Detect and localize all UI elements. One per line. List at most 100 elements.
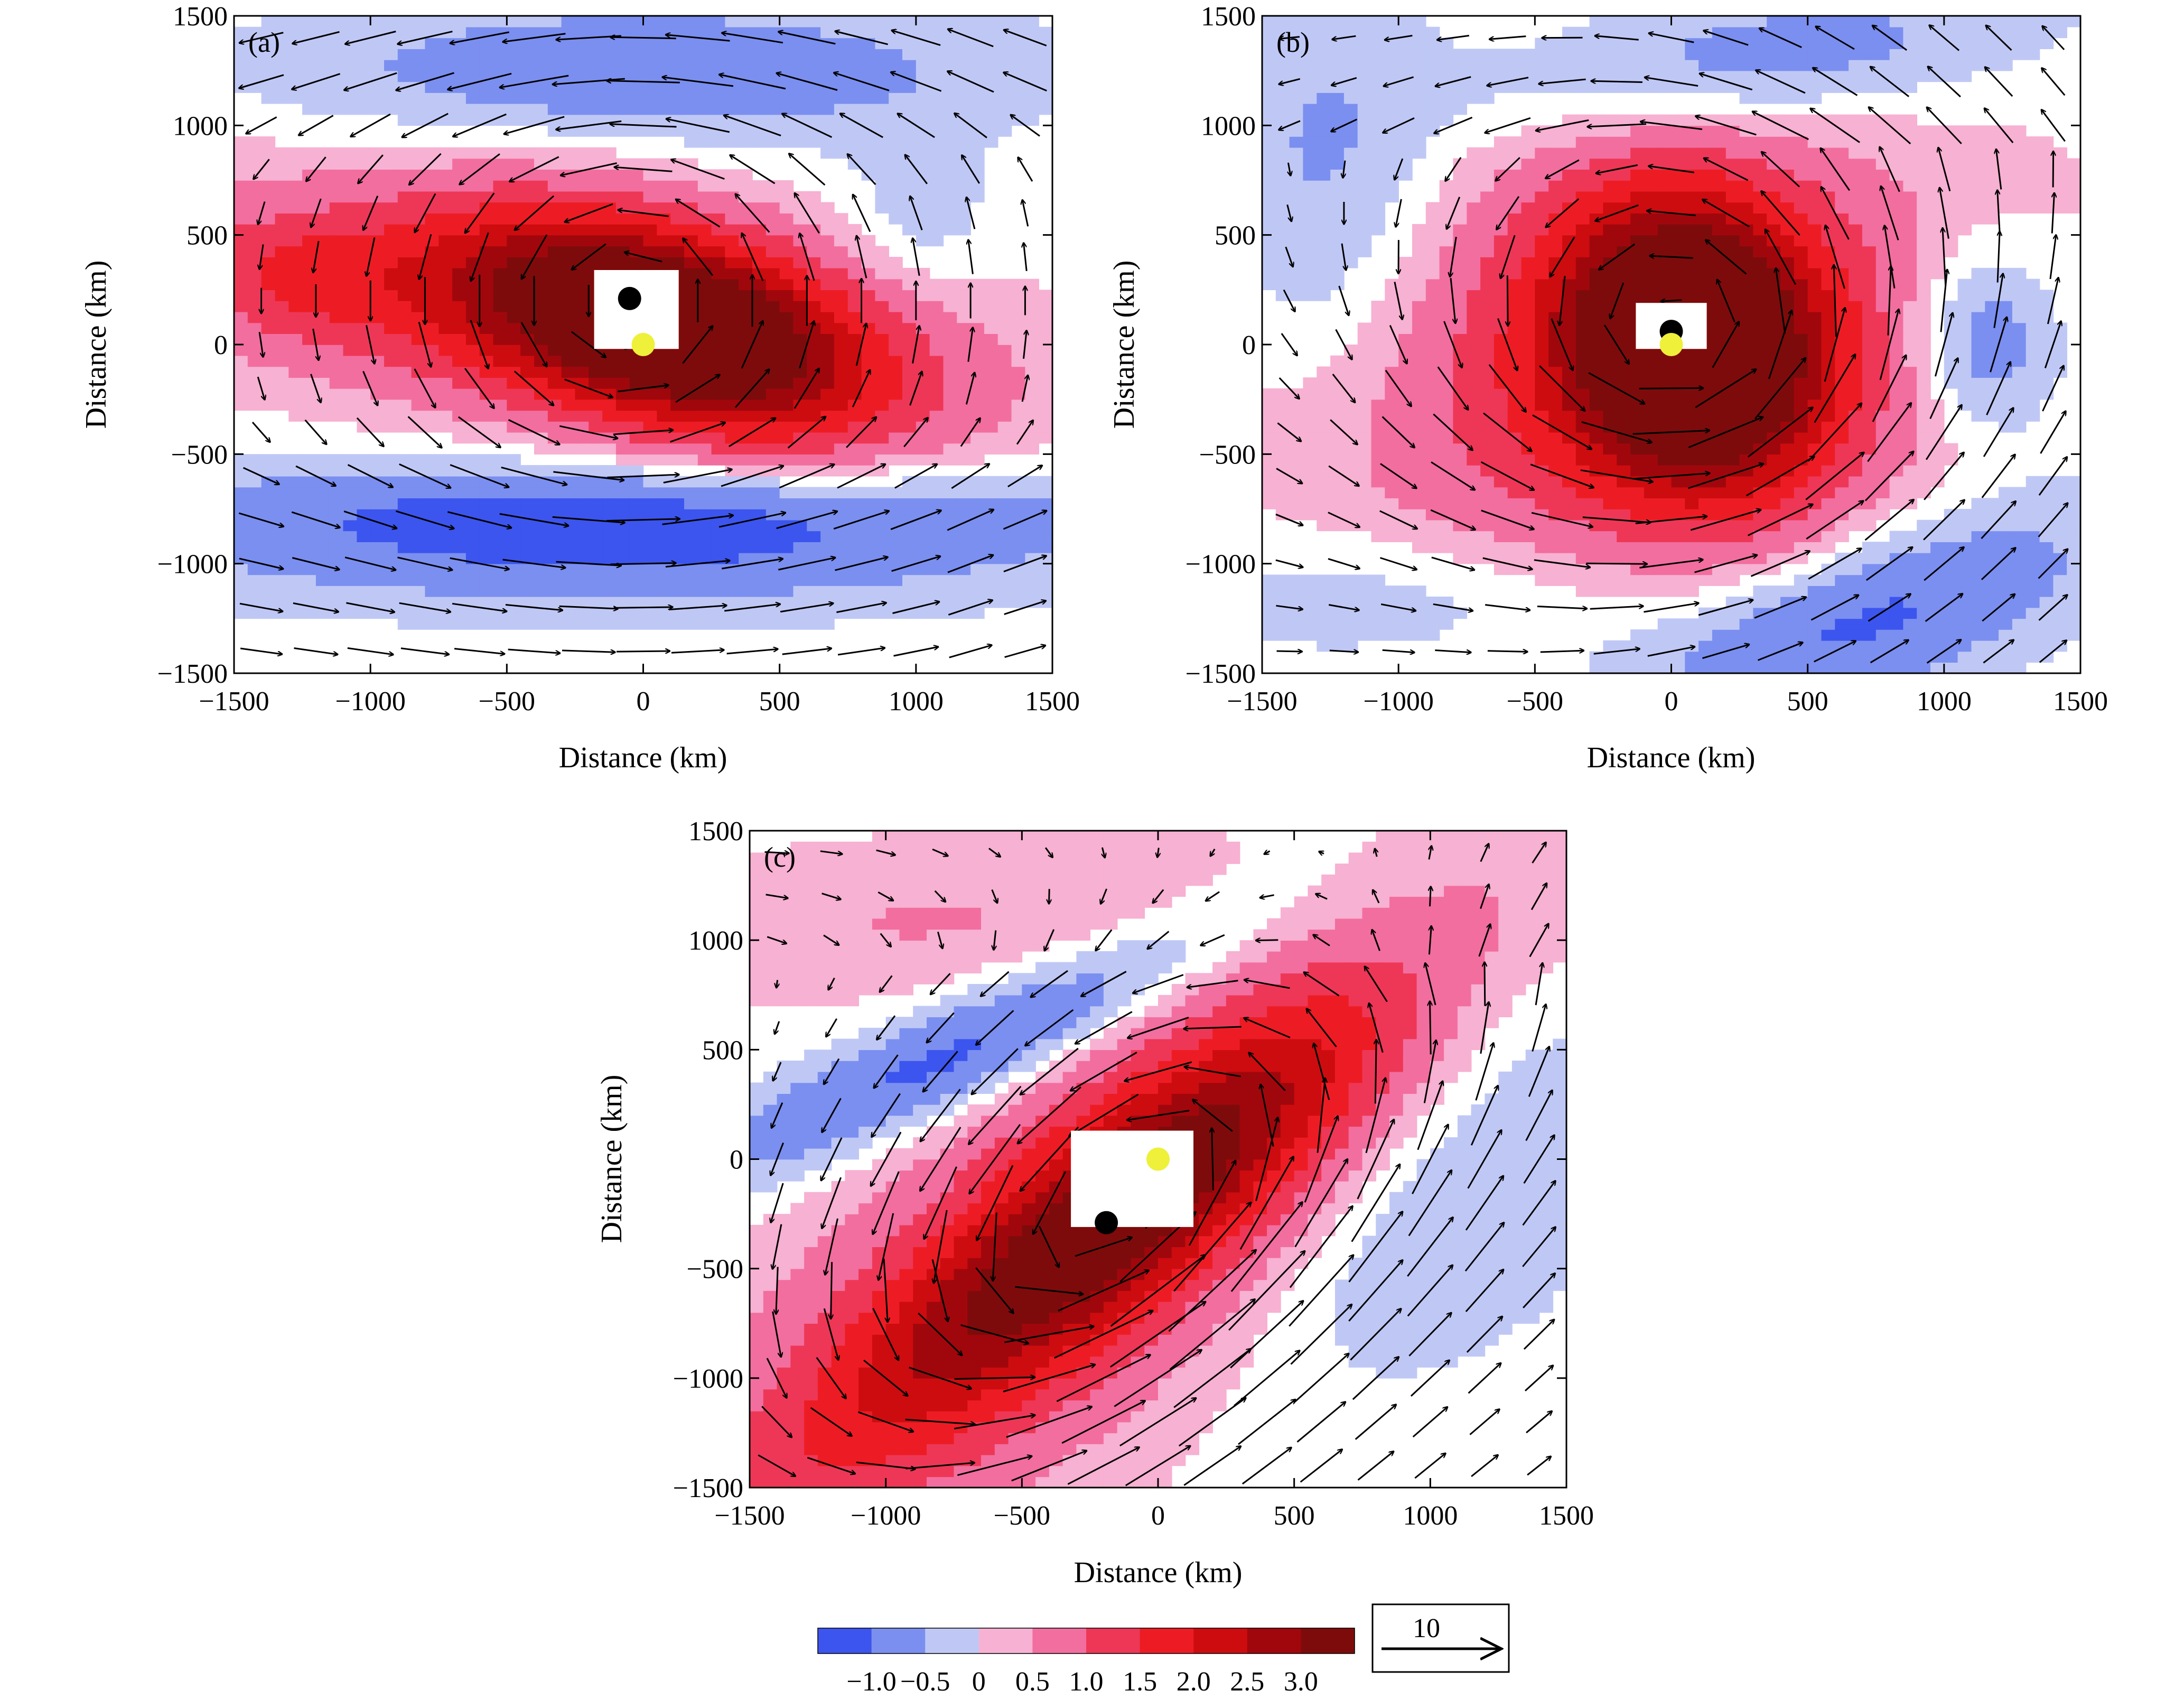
field-cell [984,519,998,532]
wind-vector [344,556,396,570]
field-cell [1521,213,1536,225]
field-cell [1617,311,1631,323]
field-cell [820,487,835,498]
field-cell [261,257,276,268]
field-cell [657,509,671,521]
field-cell [1630,454,1645,466]
field-cell [943,16,958,27]
field-cell [916,607,930,619]
field-cell [561,202,576,213]
field-cell [425,257,439,268]
field-cell [1603,278,1617,291]
field-cell [1275,169,1290,181]
field-cell [1439,235,1454,247]
field-cell [957,552,971,564]
field-cell [370,59,385,71]
field-cell [1371,333,1386,345]
wind-vector [794,368,819,409]
field-cell [820,267,835,280]
wind-vector [616,651,670,652]
field-cell [397,267,412,280]
field-cell [1425,213,1440,225]
field-cell [847,267,862,280]
field-cell [288,454,303,466]
field-cell [1467,180,1481,192]
field-cell [1698,366,1713,378]
field-cell [943,586,958,597]
field-cell [1562,399,1576,411]
field-cell [902,191,917,203]
field-cell [684,421,698,433]
field-cell [315,345,330,356]
field-cell [1671,213,1686,225]
field-cell [493,278,508,291]
field-cell [561,81,576,93]
field-cell [1357,147,1372,159]
field-cell [1712,333,1726,345]
field-cell [997,509,1012,521]
field-cell [1685,16,1699,27]
field-cell [1467,333,1481,345]
field-cell [1630,290,1645,301]
field-cell [329,81,344,93]
field-cell [302,59,316,71]
field-cell [589,519,603,532]
field-cell [425,355,439,367]
field-cell [493,257,508,268]
field-cell [984,136,998,148]
field-cell [766,136,780,148]
field-cell [929,136,944,148]
field-cell [711,574,726,586]
field-cell [1289,158,1304,170]
field-cell [315,322,330,334]
field-cell [1685,454,1699,466]
field-cell [1317,388,1331,400]
field-cell [1657,235,1672,247]
field-cell [1412,388,1426,400]
field-cell [1262,191,1276,203]
wind-vector [729,418,776,448]
field-cell [670,246,685,257]
field-cell [1425,49,1440,60]
field-cell [493,246,508,257]
field-cell [493,432,508,444]
field-cell [902,410,917,422]
field-cell [602,574,617,586]
field-cell [1617,16,1631,27]
field-cell [425,290,439,301]
field-cell [1712,662,1726,673]
field-cell [1671,246,1686,257]
field-cell [397,92,412,104]
field-cell [847,410,862,422]
field-cell [247,519,262,532]
field-cell [1685,136,1699,148]
field-cell [1262,574,1276,586]
field-cell [234,519,248,532]
field-cell [670,114,685,126]
field-cell [589,257,603,268]
field-cell [1548,70,1563,82]
field-cell [670,235,685,247]
field-cell [1725,114,1740,126]
field-cell [275,355,290,367]
wind-vector [454,648,505,654]
field-cell [315,552,330,564]
field-cell [943,49,958,60]
wind-vector [552,516,625,523]
field-cell [657,235,671,247]
field-cell [589,355,603,367]
field-cell [1467,542,1481,553]
field-cell [507,278,521,291]
field-cell [1630,388,1645,400]
field-cell [261,38,276,49]
field-cell [1439,542,1454,553]
field-cell [957,26,971,39]
field-cell [329,180,344,192]
field-cell [957,454,971,466]
field-cell [1439,49,1454,60]
field-cell [302,399,316,411]
field-cell [384,410,398,422]
field-cell [1603,333,1617,345]
field-cell [343,158,358,170]
field-cell [602,552,617,564]
